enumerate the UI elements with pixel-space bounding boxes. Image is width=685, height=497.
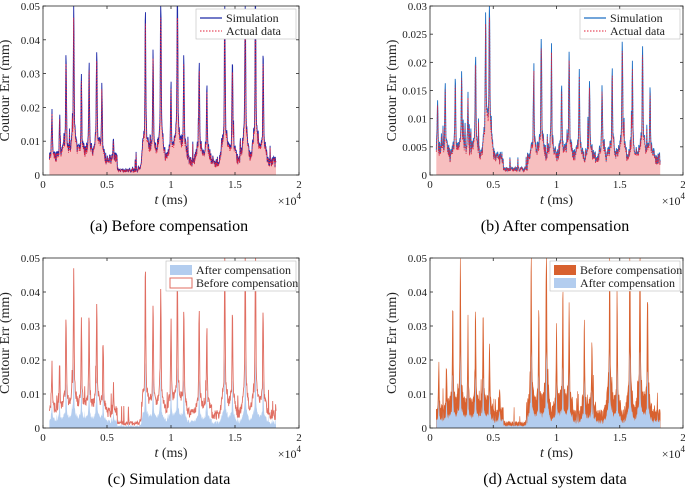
y-axis-label-b: Coutour Err (mm) <box>385 39 400 141</box>
panel-b: 0 0.5 1 1.5 2 0 0.005 0.01 0.015 0.02 0.025 0.03 t (… <box>385 1 685 208</box>
legend-label-b-1: Actual data <box>610 24 666 38</box>
series-actual-b <box>435 17 661 173</box>
series-after-c <box>49 356 277 428</box>
y-tick-label-a: 0 <box>35 170 41 182</box>
x-tick-label-d: 0 <box>427 432 433 444</box>
legend-label-c-1: Before compensation <box>196 276 298 290</box>
x-tick-label-d: 1.5 <box>613 432 627 444</box>
y-tick-label-c: 0.03 <box>21 321 41 333</box>
x-tick-label-d: 1 <box>554 432 560 444</box>
x-axis-label-c: t (ms) <box>154 446 187 461</box>
x-tick-label-c: 0 <box>40 432 46 444</box>
y-tick-label-c: 0 <box>35 423 41 435</box>
x-tick-label-a: 0 <box>40 179 46 191</box>
legend-label-d-1: After compensation <box>580 276 675 290</box>
y-tick-label-a: 0.03 <box>21 69 41 81</box>
x-multiplier-d: ×104 <box>662 444 685 461</box>
x-tick-label-d: 2 <box>680 432 685 444</box>
x-multiplier-a: ×104 <box>278 191 302 208</box>
x-tick-label-a: 2 <box>296 179 302 191</box>
y-tick-label-d: 0.03 <box>408 321 428 333</box>
y-axis-label-c: Coutour Err (mm) <box>0 292 13 394</box>
legend-box-b <box>579 8 681 40</box>
legend-key-after-d <box>554 278 576 288</box>
x-multiplier-c: ×104 <box>278 444 302 461</box>
plot-area-c <box>48 258 277 428</box>
y-tick-label-a: 0.01 <box>21 136 40 148</box>
y-tick-label-b: 0.005 <box>402 142 427 154</box>
series-envelope-a <box>49 6 277 175</box>
series-actual-a <box>49 17 277 174</box>
legend-label-c-0: After compensation <box>196 263 291 277</box>
panel-d: 0 0.5 1 1.5 2 0 0.01 0.02 0.03 0.04 0.05 t (ms) ×104… <box>385 253 685 461</box>
y-tick-label-d: 0 <box>422 423 428 435</box>
x-tick-label-b: 1 <box>554 179 560 191</box>
y-tick-label-b: 0 <box>422 170 428 182</box>
y-axis-label-d: Coutour Err (mm) <box>385 292 400 394</box>
x-tick-label-b: 2 <box>680 179 685 191</box>
x-tick-label-c: 1 <box>168 432 174 444</box>
x-tick-label-b: 0 <box>427 179 433 191</box>
legend-box-a <box>195 8 297 40</box>
x-tick-label-b: 1.5 <box>613 179 627 191</box>
y-tick-label-c: 0.04 <box>21 287 41 299</box>
x-tick-label-d: 0.5 <box>486 432 500 444</box>
y-tick-label-c: 0.05 <box>21 253 41 265</box>
legend-label-b-0: Simulation <box>610 11 663 25</box>
x-axis-label-a: t (ms) <box>154 193 187 208</box>
panel-a: 0 0.5 1 1.5 2 0 0.01 0.02 0.03 0.04 0.05 t (ms) ×104… <box>0 1 302 208</box>
legend-label-a-1: Actual data <box>226 24 282 38</box>
caption-a: (a) Before compensation <box>89 218 249 235</box>
plot-area-d <box>436 258 661 428</box>
x-axis-label-b: t (ms) <box>540 193 573 208</box>
y-tick-label-d: 0.01 <box>408 389 427 401</box>
x-tick-label-a: 1.5 <box>228 179 242 191</box>
y-tick-label-d: 0.04 <box>408 287 428 299</box>
legend-label-a-0: Simulation <box>226 11 279 25</box>
y-tick-label-b: 0.015 <box>402 86 427 98</box>
panel-c: 0 0.5 1 1.5 2 0 0.01 0.02 0.03 0.04 0.05 t (ms) ×104… <box>0 253 302 461</box>
caption-b: (b) After compensation <box>480 218 630 235</box>
legend-key-after-c <box>170 265 192 275</box>
y-tick-label-c: 0.01 <box>21 389 40 401</box>
x-tick-label-a: 1 <box>168 179 174 191</box>
y-tick-label-b: 0.03 <box>408 1 428 13</box>
x-tick-label-c: 0.5 <box>100 432 114 444</box>
plot-area-b <box>435 6 661 175</box>
legend-key-before-c <box>169 277 193 289</box>
legend-key-before-d <box>554 265 576 275</box>
series-envelope-b <box>436 6 661 175</box>
y-axis-label-a: Coutour Err (mm) <box>0 39 13 141</box>
y-tick-label-d: 0.05 <box>408 253 428 265</box>
plot-area-a <box>48 6 277 175</box>
x-tick-label-c: 1.5 <box>228 432 242 444</box>
x-axis-label-d: t (ms) <box>540 446 573 461</box>
y-tick-label-a: 0.05 <box>21 1 41 13</box>
y-tick-label-a: 0.04 <box>21 35 41 47</box>
series-simulation-b <box>435 6 661 173</box>
y-tick-label-b: 0.025 <box>402 29 427 41</box>
y-tick-label-c: 0.02 <box>21 355 40 367</box>
caption-d: (d) Actual system data <box>483 471 627 488</box>
series-before-c <box>48 258 277 426</box>
y-tick-label-d: 0.02 <box>408 355 427 367</box>
y-tick-label-b: 0.02 <box>408 57 427 69</box>
series-after-d <box>436 351 661 428</box>
y-tick-label-b: 0.01 <box>408 114 427 126</box>
x-tick-label-b: 0.5 <box>486 179 500 191</box>
x-tick-label-c: 2 <box>296 432 302 444</box>
legend-label-d-0: Before compensation <box>580 263 682 277</box>
x-tick-label-a: 0.5 <box>100 179 114 191</box>
y-tick-label-a: 0.02 <box>21 102 40 114</box>
x-multiplier-b: ×104 <box>662 191 685 208</box>
caption-c: (c) Simulation data <box>107 471 231 488</box>
